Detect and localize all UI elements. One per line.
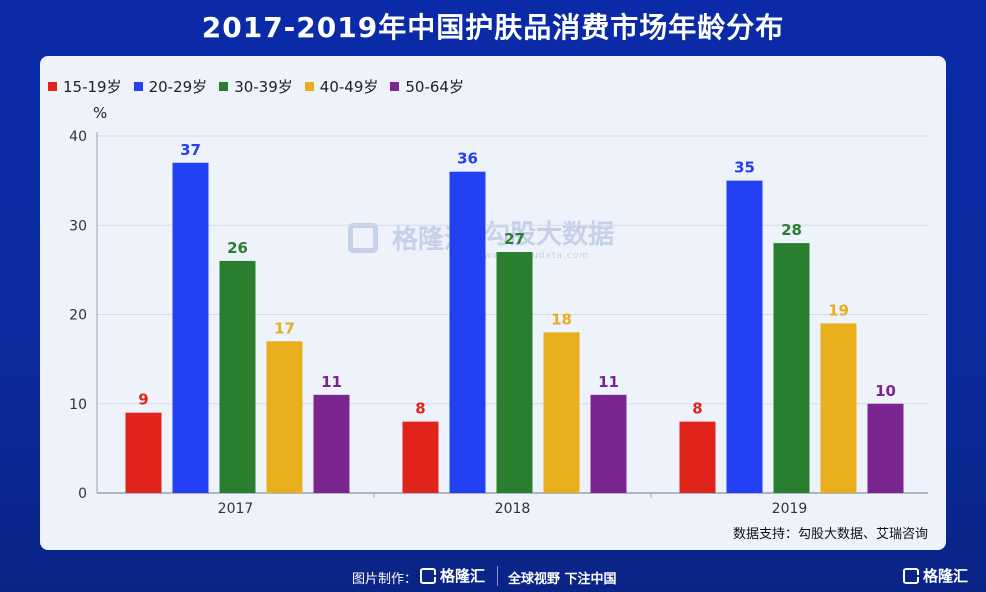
bar xyxy=(313,394,350,493)
footer: 图片制作： 格隆汇 全球视野 下注中国 格隆汇 xyxy=(0,562,986,592)
bar xyxy=(449,171,486,493)
bar-chart: 0 10 20 30 40 2017 9 37 26 17 11 2018 8 36 27 18 11 2019 8… xyxy=(69,129,928,517)
chart-title: 2017-2019年中国护肤品消费市场年龄分布 xyxy=(201,11,785,44)
bar xyxy=(820,323,857,493)
legend-item[interactable]: 50-64岁 xyxy=(390,76,464,97)
legend-label: 15-19岁 xyxy=(63,78,122,96)
data-label: 37 xyxy=(180,141,201,159)
data-label: 19 xyxy=(828,301,849,319)
x-tick-label: 2018 xyxy=(495,501,531,517)
watermark-partner-url: www.gogudata.com xyxy=(484,251,590,261)
bar xyxy=(266,341,303,493)
y-tick-label: 20 xyxy=(69,308,87,324)
bar xyxy=(125,412,162,493)
data-label: 36 xyxy=(457,150,478,168)
legend-label: 50-64岁 xyxy=(405,78,464,96)
footer-credit-label: 图片制作： xyxy=(352,572,418,587)
gelonghui-logo-icon xyxy=(902,567,919,584)
legend: 15-19岁 20-29岁 30-39岁 40-49岁 50-64岁 xyxy=(48,76,464,97)
data-label: 28 xyxy=(781,221,802,239)
footer-divider xyxy=(497,566,498,586)
legend-label: 20-29岁 xyxy=(148,78,208,96)
data-label: 8 xyxy=(415,400,425,418)
legend-item[interactable]: 40-49岁 xyxy=(304,76,379,97)
data-label: 9 xyxy=(138,391,148,409)
corner-logo-text: 格隆汇 xyxy=(922,567,968,585)
bar xyxy=(496,252,533,493)
y-tick-label: 0 xyxy=(78,486,87,502)
legend-item[interactable]: 20-29岁 xyxy=(133,76,208,97)
corner-logo: 格隆汇 xyxy=(902,565,968,586)
chart-panel: 15-19岁 20-29岁 30-39岁 40-49岁 50-64岁 % 格隆汇 勾股大… xyxy=(40,56,946,550)
legend-label: 30-39岁 xyxy=(234,78,293,96)
y-axis-unit: % xyxy=(93,104,108,122)
legend-swatch xyxy=(48,82,57,91)
y-tick-label: 30 xyxy=(69,218,87,234)
legend-swatch xyxy=(390,82,400,91)
legend-label: 40-49岁 xyxy=(319,78,379,96)
legend-swatch xyxy=(304,82,314,91)
footer-logo-text: 格隆汇 xyxy=(440,567,486,585)
x-tick-label: 2019 xyxy=(772,501,808,517)
data-label: 17 xyxy=(274,319,295,337)
bar xyxy=(726,180,763,493)
data-label: 10 xyxy=(875,382,896,400)
data-label: 27 xyxy=(504,230,525,248)
bar xyxy=(219,260,256,493)
data-label: 18 xyxy=(551,310,572,328)
bar xyxy=(402,421,439,493)
bar xyxy=(867,403,904,493)
gelonghui-logo-icon xyxy=(420,567,436,584)
x-tick-label: 2017 xyxy=(218,501,254,517)
bar xyxy=(590,394,627,493)
bar xyxy=(773,243,810,493)
legend-item[interactable]: 15-19岁 xyxy=(48,76,122,97)
footer-logo: 格隆汇 xyxy=(420,565,485,586)
source-note: 数据支持：勾股大数据、艾瑞咨询 xyxy=(732,527,928,542)
legend-swatch xyxy=(219,82,229,91)
legend-swatch xyxy=(133,82,143,91)
data-label: 8 xyxy=(692,400,702,418)
bar xyxy=(543,332,580,493)
y-tick-label: 40 xyxy=(69,129,87,145)
bar xyxy=(172,162,209,493)
data-label: 11 xyxy=(321,373,342,391)
data-label: 11 xyxy=(598,373,619,391)
footer-slogan: 全球视野 下注中国 xyxy=(508,572,617,587)
data-label: 26 xyxy=(227,239,248,257)
legend-item[interactable]: 30-39岁 xyxy=(219,76,293,97)
y-tick-label: 10 xyxy=(69,397,87,413)
bar xyxy=(679,421,716,493)
data-label: 35 xyxy=(734,159,755,177)
